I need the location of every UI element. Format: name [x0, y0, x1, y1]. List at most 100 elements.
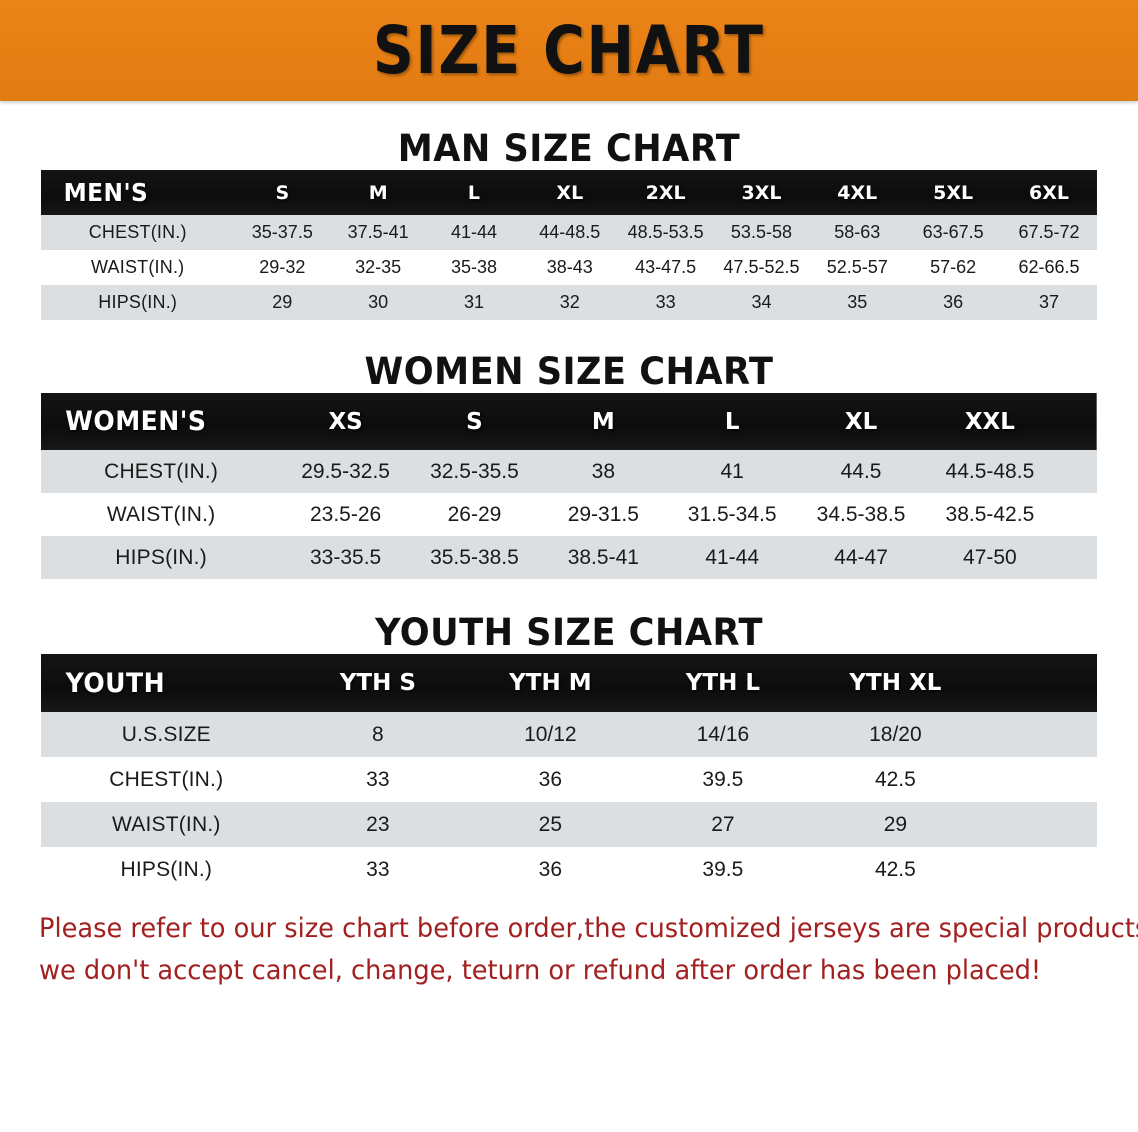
- women-cell-value: 41-44: [705, 545, 760, 569]
- man-cell-value: 31: [463, 292, 484, 312]
- women-row-label: CHEST(IN.): [104, 459, 219, 483]
- women-cell-value: 44.5: [840, 459, 882, 483]
- man-column-header: 2XL: [645, 181, 686, 204]
- man-row-label: WAIST(IN.): [91, 257, 185, 277]
- youth-column-header: YTH XL: [849, 670, 942, 696]
- youth-row-label: CHEST(IN.): [109, 767, 224, 791]
- youth-section-heading: YOUTH SIZE CHART: [375, 611, 763, 654]
- man-corner-header: MEN'S: [63, 178, 149, 207]
- youth-header-spacer: [982, 654, 1097, 712]
- youth-cell-value: 10/12: [524, 722, 577, 746]
- women-cell-value: 23.5-26: [309, 502, 382, 526]
- man-cell-value: 57-62: [930, 257, 977, 277]
- man-column-header: 6XL: [1029, 181, 1069, 204]
- youth-cell-spacer: [982, 757, 1097, 802]
- women-cell-value: 29-31.5: [567, 502, 639, 526]
- youth-cell-value: 23: [366, 812, 390, 836]
- man-column-header: L: [467, 181, 481, 204]
- man-cell-value: 30: [368, 292, 389, 312]
- man-cell-value: 44-48.5: [539, 222, 601, 242]
- youth-column-header: YTH S: [339, 670, 416, 696]
- youth-table-body: U.S.SIZE 8 10/12 14/16 18/20 CHEST(IN.) 33 36 39…: [41, 712, 1097, 892]
- youth-cell-spacer: [982, 802, 1097, 847]
- youth-row-label: U.S.SIZE: [121, 722, 211, 746]
- women-cell-value: 26-29: [447, 502, 502, 526]
- women-cell-value: 31.5-34.5: [687, 502, 777, 526]
- women-row-label: HIPS(IN.): [115, 545, 207, 569]
- women-cell-value: 41: [720, 459, 744, 483]
- table-row: U.S.SIZE 8 10/12 14/16 18/20: [41, 712, 1097, 757]
- table-header-row: WOMEN'S XS S M L XL XXL: [41, 393, 1097, 450]
- table-row: WAIST(IN.) 23.5-26 26-29 29-31.5 31.5-34.5 34…: [41, 493, 1097, 536]
- table-row: CHEST(IN.) 35-37.5 37.5-41 41-44 44-48.5 48.5…: [41, 215, 1097, 250]
- man-table-body: CHEST(IN.) 35-37.5 37.5-41 41-44 44-48.5 48.5…: [41, 215, 1097, 320]
- man-cell-value: 37.5-41: [347, 222, 409, 242]
- table-row: WAIST(IN.) 23 25 27 29: [41, 802, 1097, 847]
- table-row: CHEST(IN.) 29.5-32.5 32.5-35.5 38 41 44.5 44.5…: [41, 450, 1097, 493]
- women-table-body: CHEST(IN.) 29.5-32.5 32.5-35.5 38 41 44.5 44.5…: [41, 450, 1097, 579]
- youth-cell-value: 42.5: [874, 857, 916, 881]
- man-row-label: CHEST(IN.): [88, 222, 187, 242]
- youth-cell-value: 33: [366, 857, 390, 881]
- women-cell-value: 44-47: [834, 545, 888, 569]
- man-cell-value: 53.5-58: [730, 222, 792, 242]
- women-column-header: M: [591, 408, 615, 435]
- man-cell-value: 34: [751, 292, 772, 312]
- youth-cell-value: 39.5: [702, 767, 744, 791]
- youth-cell-value: 27: [711, 812, 735, 836]
- youth-cell-value: 36: [538, 767, 563, 791]
- women-corner-header: WOMEN'S: [65, 406, 207, 437]
- youth-table-wrapper: YOUTH YTH S YTH M YTH L YTH XL U.S.SIZE 8 10/1…: [41, 654, 1097, 892]
- women-cell-spacer: [1054, 450, 1097, 493]
- table-row: HIPS(IN.) 29 30 31 32 33 34 35 36 37: [41, 285, 1097, 320]
- man-column-header: XL: [556, 181, 584, 204]
- women-cell-value: 29.5-32.5: [301, 459, 390, 483]
- women-column-header: S: [466, 408, 483, 435]
- page-title: SIZE CHART: [373, 11, 765, 89]
- man-column-header: S: [275, 181, 290, 204]
- man-cell-value: 67.5-72: [1018, 222, 1080, 242]
- man-cell-value: 36: [943, 292, 964, 312]
- man-size-table: MEN'S S M L XL 2XL 3XL 4XL 5XL 6XL CHEST(IN.) 35-3…: [41, 170, 1097, 320]
- women-cell-value: 47-50: [963, 545, 1017, 569]
- man-cell-value: 35-37.5: [251, 222, 313, 242]
- man-cell-value: 29-32: [259, 257, 306, 277]
- women-column-header: XS: [328, 408, 363, 435]
- women-cell-value: 44.5-48.5: [945, 459, 1035, 483]
- man-column-header: M: [368, 181, 388, 204]
- youth-table-header: YOUTH YTH S YTH M YTH L YTH XL: [41, 654, 1097, 712]
- man-column-header: 4XL: [837, 181, 878, 204]
- women-column-header: XL: [844, 408, 878, 435]
- man-column-header: 5XL: [933, 181, 974, 204]
- women-cell-value: 38.5-41: [567, 545, 639, 569]
- youth-cell-value: 42.5: [874, 767, 916, 791]
- women-table-header: WOMEN'S XS S M L XL XXL: [41, 393, 1097, 450]
- youth-cell-value: 29: [883, 812, 908, 836]
- women-cell-value: 35.5-38.5: [430, 545, 519, 569]
- table-row: HIPS(IN.) 33 36 39.5 42.5: [41, 847, 1097, 892]
- table-header-row: YOUTH YTH S YTH M YTH L YTH XL: [41, 654, 1097, 712]
- man-cell-value: 32-35: [355, 257, 402, 277]
- women-cell-value: 33-35.5: [309, 545, 382, 569]
- table-row: WAIST(IN.) 29-32 32-35 35-38 38-43 43-47.5 47.…: [41, 250, 1097, 285]
- women-cell-spacer: [1054, 536, 1097, 579]
- women-cell-value: 34.5-38.5: [816, 502, 906, 526]
- youth-cell-value: 25: [538, 812, 563, 836]
- youth-cell-value: 39.5: [702, 857, 744, 881]
- man-cell-value: 35: [847, 292, 868, 312]
- table-row: CHEST(IN.) 33 36 39.5 42.5: [41, 757, 1097, 802]
- youth-column-header: YTH M: [509, 670, 592, 696]
- women-header-spacer: [1054, 393, 1097, 450]
- man-cell-value: 43-47.5: [635, 257, 697, 277]
- man-cell-value: 48.5-53.5: [627, 222, 704, 242]
- women-cell-value: 38.5-42.5: [945, 502, 1035, 526]
- man-section-heading: MAN SIZE CHART: [397, 127, 741, 170]
- youth-corner-header: YOUTH: [65, 667, 166, 699]
- order-disclaimer: Please refer to our size chart before or…: [39, 908, 1138, 992]
- table-row: HIPS(IN.) 33-35.5 35.5-38.5 38.5-41 41-44 44-…: [41, 536, 1097, 579]
- women-cell-spacer: [1054, 493, 1097, 536]
- women-row-label: WAIST(IN.): [106, 502, 216, 526]
- youth-row-label: WAIST(IN.): [112, 812, 221, 836]
- man-cell-value: 37: [1039, 292, 1060, 312]
- women-table-wrapper: WOMEN'S XS S M L XL XXL CHEST(IN.) 29.5-32.5 32.…: [41, 393, 1097, 579]
